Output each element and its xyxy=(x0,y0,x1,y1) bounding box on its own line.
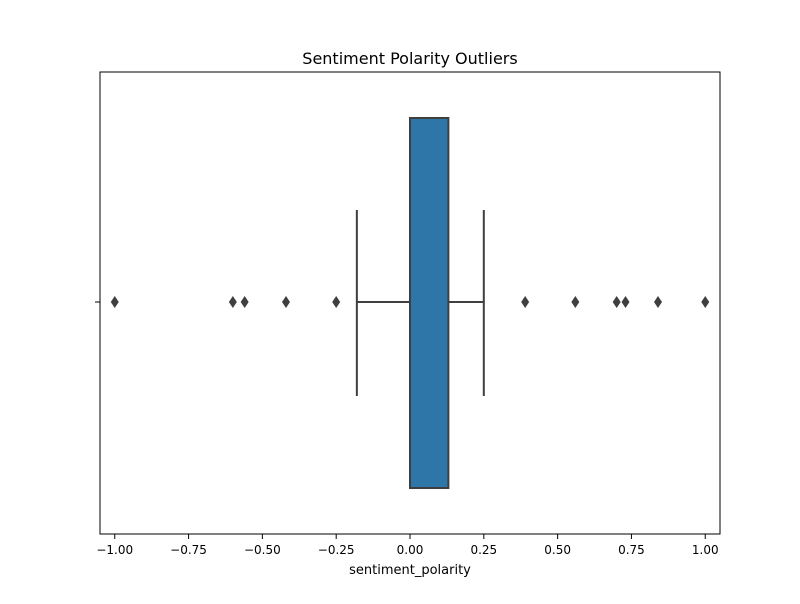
outlier-point xyxy=(521,296,530,308)
x-axis-label: sentiment_polarity xyxy=(349,563,471,578)
outlier-point xyxy=(571,296,580,308)
outlier-point xyxy=(612,296,621,308)
iqr-box xyxy=(409,117,450,489)
x-tick-label: 1.00 xyxy=(692,543,719,557)
chart-title: Sentiment Polarity Outliers xyxy=(302,49,517,68)
outlier-point xyxy=(240,296,249,308)
x-tick-label: 0.00 xyxy=(397,543,424,557)
x-tick-label: −0.50 xyxy=(244,543,281,557)
x-tick-label: −0.25 xyxy=(318,543,355,557)
x-tick-label: 0.25 xyxy=(470,543,497,557)
outlier-point xyxy=(228,296,237,308)
x-tick-label: −0.75 xyxy=(170,543,207,557)
outlier-point xyxy=(701,296,710,308)
outlier-point xyxy=(332,296,341,308)
outlier-point xyxy=(654,296,662,308)
outlier-point xyxy=(621,296,630,308)
plot-frame xyxy=(99,71,721,535)
outlier-point xyxy=(282,296,290,308)
outlier-point xyxy=(110,296,119,308)
x-tick-label: 0.75 xyxy=(618,543,645,557)
x-tick-label: −1.00 xyxy=(96,543,133,557)
x-axis: −1.00 −0.75 −0.50 −0.25 0.00 0.25 0.50 0.75 1.00 xyxy=(95,301,719,557)
x-tick-label: 0.50 xyxy=(544,543,571,557)
plot-area xyxy=(110,117,710,489)
